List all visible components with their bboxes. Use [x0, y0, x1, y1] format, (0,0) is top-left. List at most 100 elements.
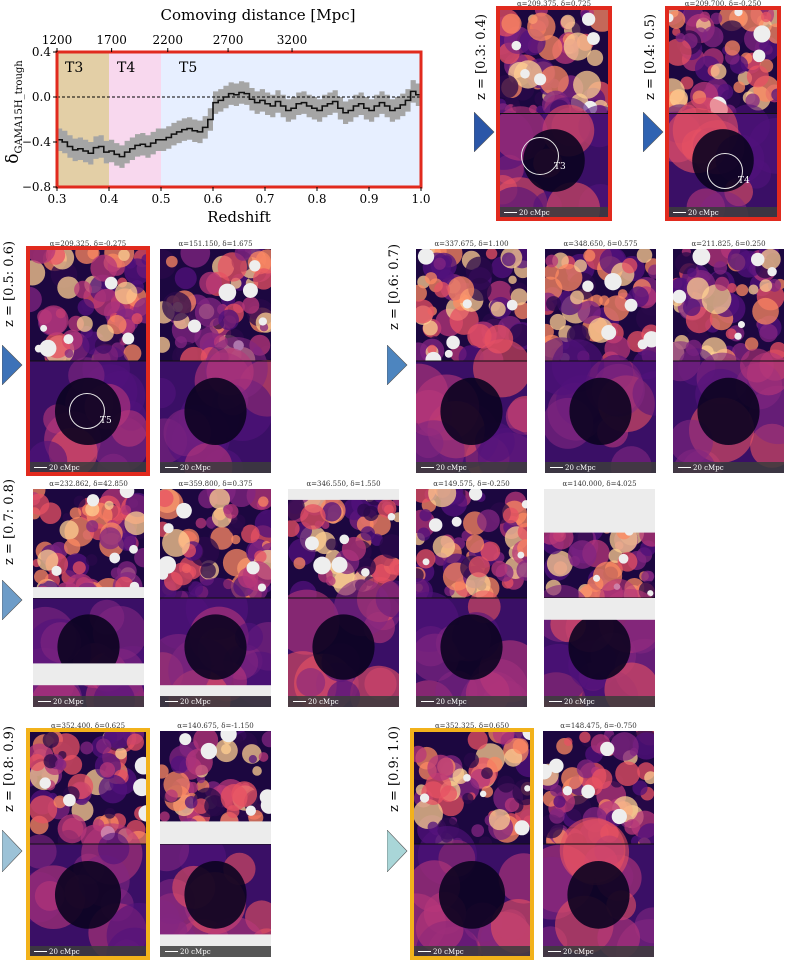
- scale-bar: 20 cMpc: [160, 946, 271, 957]
- field-panel: α=140.000, δ=4.025 20 cMpc: [544, 480, 655, 707]
- scale-bar: 20 cMpc: [543, 946, 654, 957]
- panel-title: α=148.475, δ=-0.750: [560, 722, 637, 730]
- x-tick-label: 0.7: [255, 192, 274, 206]
- density-map-image: [416, 249, 527, 473]
- field-panel: α=209.700, δ=-0.250 20 cMpc T4: [665, 0, 781, 221]
- density-map-image: [543, 731, 654, 957]
- panel-title: α=151.150, δ=1.675: [178, 240, 253, 248]
- scale-bar: 20 cMpc: [668, 207, 778, 218]
- x-tick-label: 0.5: [151, 192, 170, 206]
- field-panel: α=151.150, δ=1.675 20 cMpc: [160, 240, 271, 473]
- density-map-image: [33, 489, 144, 707]
- y-tick-label: −0.8: [22, 180, 51, 194]
- row-redshift-label: z = [0.5: 0.6): [2, 240, 17, 327]
- density-map: 20 cMpc: [545, 249, 656, 473]
- row-redshift-label: z = [0.9: 1.0): [387, 725, 402, 812]
- series-line: [57, 90, 421, 158]
- top-axis-label: Comoving distance [Mpc]: [161, 6, 356, 24]
- row-arrow-icon: [643, 112, 664, 152]
- trough-circle: [521, 137, 559, 175]
- trough-circle: [707, 153, 743, 189]
- scale-bar: 20 cMpc: [416, 696, 527, 707]
- scale-bar: 20 cMpc: [673, 462, 784, 473]
- panel-title: α=211.825, δ=0.250: [691, 240, 766, 248]
- y-tick-label: 0.0: [32, 90, 51, 104]
- density-map-image: [288, 489, 399, 707]
- density-map-image: [29, 731, 147, 957]
- field-panel: α=209.325, δ=-0.275 20 cMpc T5: [26, 240, 150, 476]
- panel-title: α=359.800, δ=0.375: [178, 480, 253, 488]
- scale-bar: 20 cMpc: [29, 462, 147, 473]
- x-tick-label: 0.6: [203, 192, 222, 206]
- plot-frame: [55, 50, 423, 189]
- highlight-frame: [26, 246, 150, 476]
- density-map-image: [544, 489, 655, 707]
- x-axis-label: Redshift: [207, 208, 271, 226]
- field-panel: α=211.825, δ=0.250 20 cMpc: [673, 240, 784, 473]
- x-tick-label: 0.4: [99, 192, 118, 206]
- density-map-image: [160, 249, 271, 473]
- field-panel: α=352.400, δ=0.625 20 cMpc: [26, 722, 150, 960]
- density-map: 20 cMpc: [416, 489, 527, 707]
- panel-title: α=209.700, δ=-0.250: [684, 0, 762, 8]
- row-arrow-icon: [387, 830, 408, 872]
- scale-bar: 20 cMpc: [160, 696, 271, 707]
- field-panel: α=337.675, δ=1.100 20 cMpc: [416, 240, 527, 473]
- density-map: 20 cMpc: [288, 489, 399, 707]
- panel-title: α=149.575, δ=-0.250: [433, 480, 510, 488]
- row-arrow-icon: [2, 580, 23, 620]
- field-panel: α=209.375, δ=0.725 20 cMpc T3: [496, 0, 612, 221]
- density-map: 20 cMpc: [416, 249, 527, 473]
- density-map: 20 cMpc: [33, 489, 144, 707]
- field-panel: α=148.475, δ=-0.750 20 cMpc: [543, 722, 654, 957]
- panel-title: α=209.325, δ=-0.275: [49, 240, 127, 248]
- density-map: 20 cMpc: [413, 731, 531, 957]
- row-arrow-icon: [387, 345, 408, 385]
- field-panel: α=149.575, δ=-0.250 20 cMpc: [416, 480, 527, 707]
- top-tick-label: 2700: [213, 33, 244, 47]
- density-map: 20 cMpc: [29, 731, 147, 957]
- panel-title: α=352.325, δ=0.650: [434, 722, 510, 730]
- x-tick-label: 0.3: [47, 192, 66, 206]
- top-tick-label: 1700: [96, 33, 127, 47]
- density-map-image: [673, 249, 784, 473]
- scale-bar: 20 cMpc: [160, 462, 271, 473]
- row-arrow-icon: [2, 830, 23, 872]
- density-map-image: [160, 731, 271, 957]
- top-tick-label: 3200: [277, 33, 308, 47]
- region-label-t5: T5: [179, 60, 197, 76]
- scale-bar: 20 cMpc: [33, 696, 144, 707]
- top-tick-label: 2200: [152, 33, 183, 47]
- field-panel: α=352.325, δ=0.650 20 cMpc: [410, 722, 534, 960]
- trough-label: T3: [554, 162, 566, 172]
- density-map: 20 cMpc T3: [499, 9, 609, 218]
- field-panel: α=232.862, δ=42.850 20 cMpc: [33, 480, 144, 707]
- scale-bar: 20 cMpc: [416, 462, 527, 473]
- row-arrow-icon: [474, 112, 495, 152]
- panel-title: α=209.375, δ=0.725: [516, 0, 592, 8]
- density-map: 20 cMpc: [544, 489, 655, 707]
- main-line-chart: 0.3 0.4 0.5 0.6 0.7 0.8 0.9 1.0 0.40.0−0.4−0.8 …: [3, 6, 431, 226]
- region-t3: [57, 52, 109, 187]
- highlight-frame: [26, 728, 150, 960]
- scale-bar: 20 cMpc: [413, 946, 531, 957]
- density-map: 20 cMpc T5: [29, 249, 147, 473]
- region-label-t4: T4: [117, 60, 135, 76]
- x-tick-label: 0.9: [359, 192, 378, 206]
- svg-text:δGAMA15H_trough: δGAMA15H_trough: [3, 60, 25, 164]
- field-panel: α=346.550, δ=1.550 20 cMpc: [288, 480, 399, 707]
- panel-title: α=232.862, δ=42.850: [49, 480, 128, 488]
- density-map: 20 cMpc: [673, 249, 784, 473]
- scale-bar: 20 cMpc: [499, 207, 609, 218]
- row-redshift-label: z = [0.6: 0.7): [387, 243, 402, 330]
- density-map: 20 cMpc: [160, 731, 271, 957]
- row-redshift-label: z = [0.3: 0.4): [474, 13, 489, 100]
- row-redshift-label: z = [0.8: 0.9): [2, 725, 17, 812]
- scale-bar: 20 cMpc: [544, 696, 655, 707]
- panel-title: α=140.675, δ=-1.150: [177, 722, 254, 730]
- panel-title: α=337.675, δ=1.100: [434, 240, 509, 248]
- field-panel: α=359.800, δ=0.375 20 cMpc: [160, 480, 271, 707]
- panel-title: α=352.400, δ=0.625: [50, 722, 126, 730]
- trough-label: T5: [100, 416, 112, 426]
- density-map: 20 cMpc: [160, 249, 271, 473]
